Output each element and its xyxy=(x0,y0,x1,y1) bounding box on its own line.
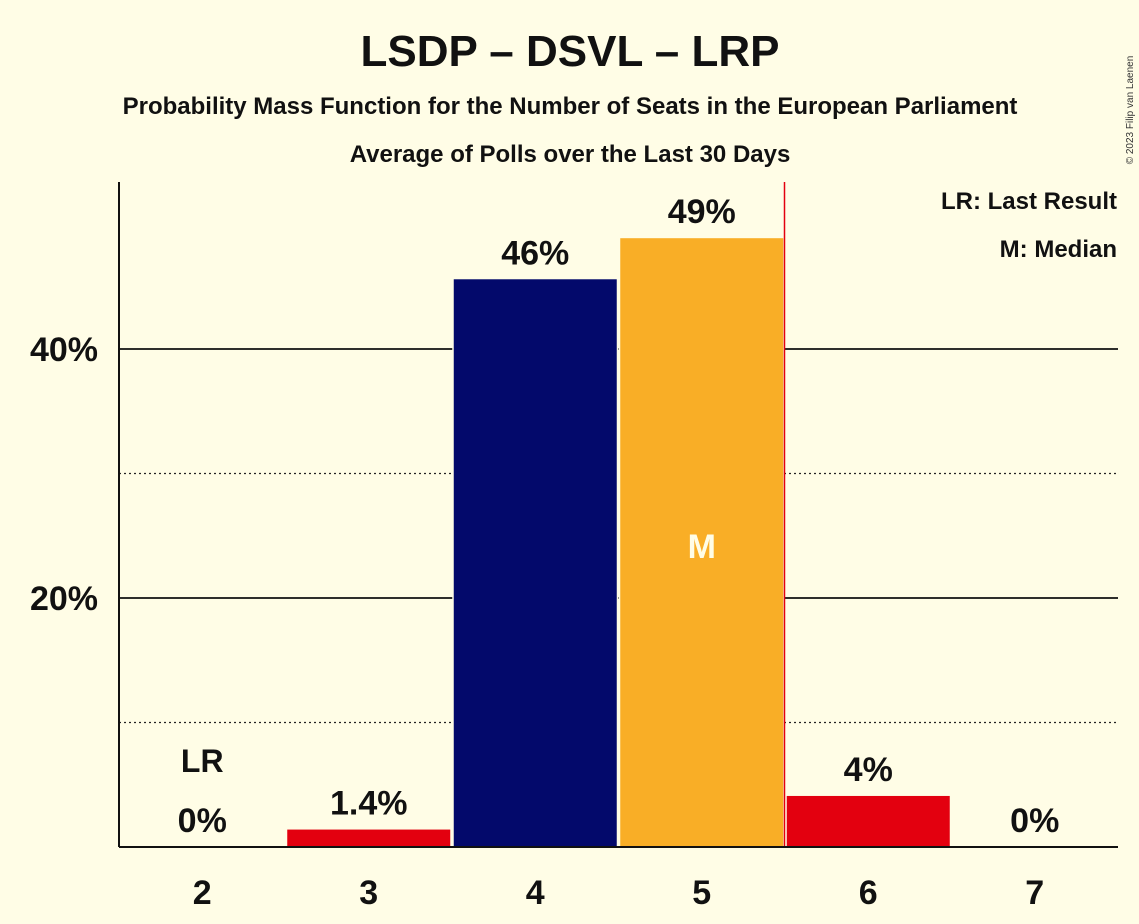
value-label: 46% xyxy=(501,234,569,272)
plot-area: 20% 40% 2 3 4 5 6 7 0% 1.4% 46% 49% 4% 0% LR M xyxy=(30,182,1118,912)
chart-title: LSDP – DSVL – LRP xyxy=(361,27,780,76)
value-label: 4% xyxy=(844,751,893,789)
x-tick-label: 5 xyxy=(692,874,711,912)
chart-subtitle-2: Average of Polls over the Last 30 Days xyxy=(350,141,791,168)
bar-seats-4 xyxy=(453,279,617,847)
median-marker: M xyxy=(688,528,716,566)
bar-seats-3 xyxy=(287,829,451,847)
copyright-note: © 2023 Filip van Laenen xyxy=(1125,56,1136,165)
y-tick-label: 20% xyxy=(30,580,98,618)
x-tick-label: 2 xyxy=(193,874,212,912)
legend-median: M: Median xyxy=(1000,236,1117,263)
bar-seats-6 xyxy=(786,795,950,847)
x-tick-label: 6 xyxy=(859,874,878,912)
legend-last-result: LR: Last Result xyxy=(941,188,1117,215)
x-tick-label: 7 xyxy=(1025,874,1044,912)
x-tick-label: 4 xyxy=(526,874,545,912)
x-tick-label: 3 xyxy=(359,874,378,912)
last-result-marker: LR xyxy=(181,743,224,779)
value-label: 49% xyxy=(668,193,736,231)
bar-seats-5 xyxy=(620,238,784,847)
y-tick-label: 40% xyxy=(30,331,98,369)
value-label: 1.4% xyxy=(330,785,408,823)
value-label: 0% xyxy=(1010,802,1059,840)
value-label: 0% xyxy=(178,802,227,840)
chart-subtitle: Probability Mass Function for the Number… xyxy=(123,93,1018,120)
